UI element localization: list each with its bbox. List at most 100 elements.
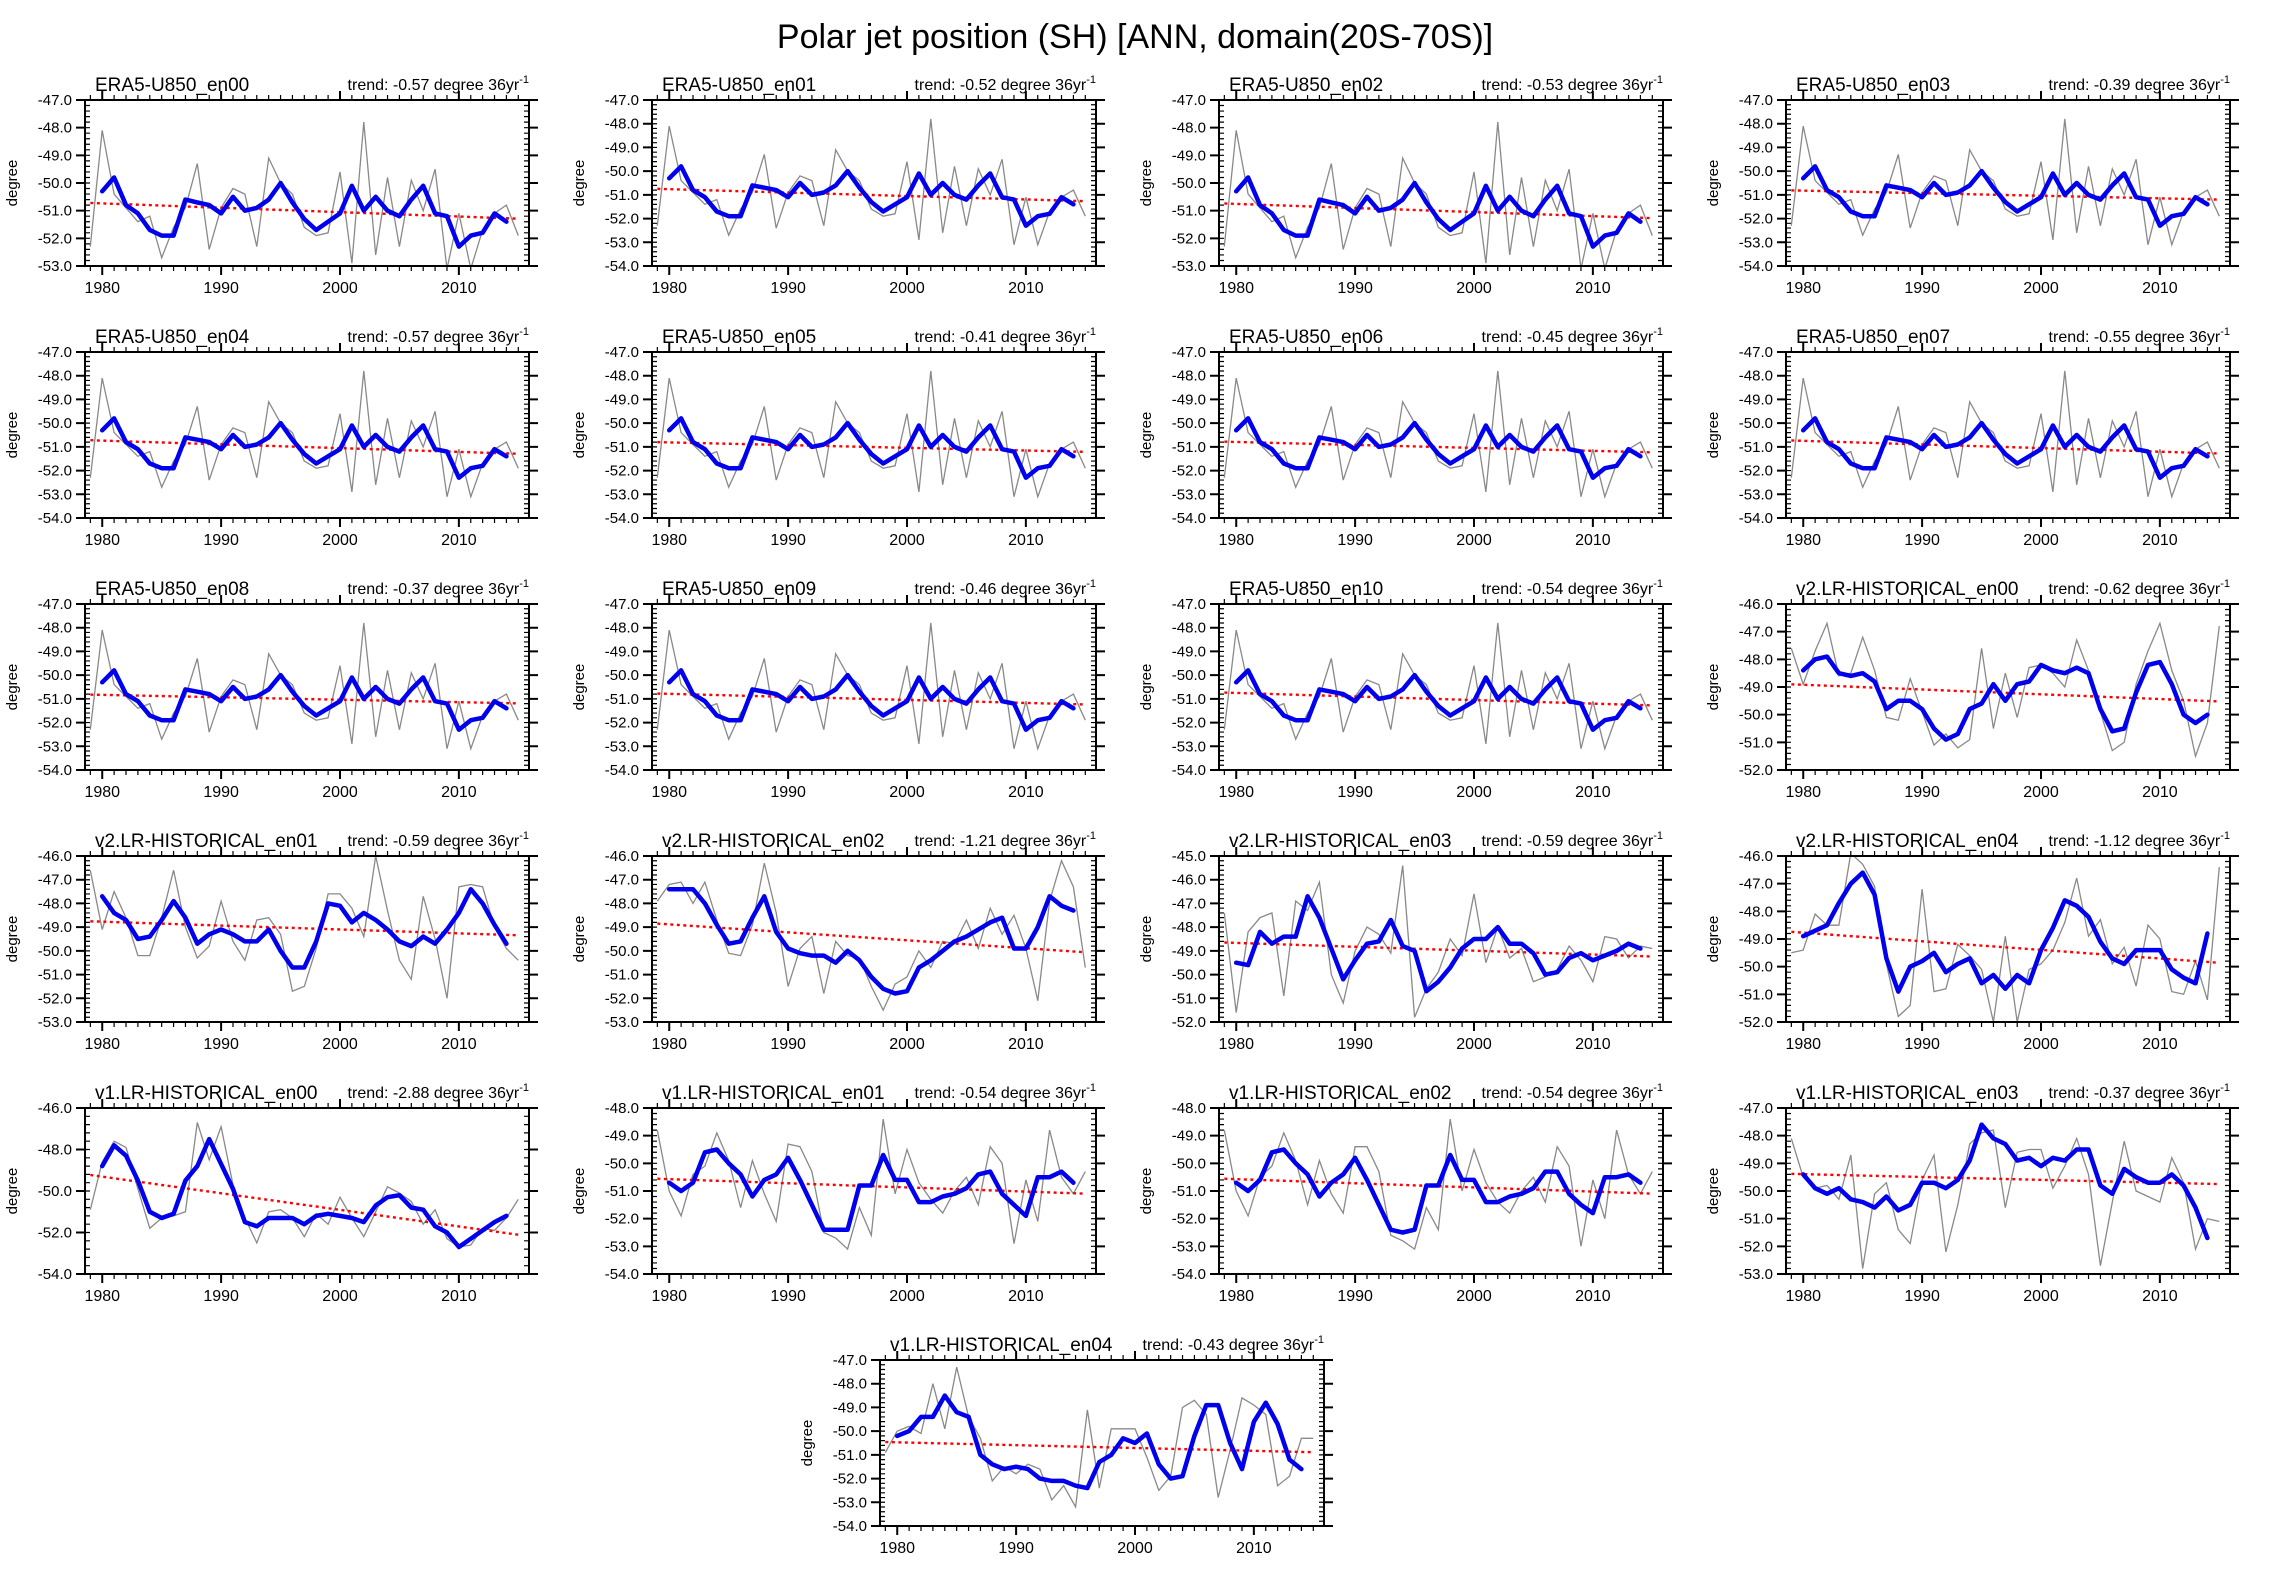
y-tick-label: -49.0 (1172, 943, 1206, 960)
x-tick-label: 1990 (998, 1540, 1034, 1557)
y-axis-label: degree (1705, 160, 1722, 207)
trend-label: trend: -0.62 degree 36yr-1 (2049, 578, 2230, 598)
annual-line (89, 622, 519, 751)
minor-ticks (1219, 95, 1663, 271)
annual-line (1790, 1129, 2220, 1269)
plot-frame (1785, 351, 2231, 519)
trend-label: trend: -0.54 degree 36yr-1 (1482, 578, 1663, 598)
panel-chart: ERA5-U850_en03 trend: -0.39 degree 36yr-1… (1705, 74, 2239, 297)
y-tick-label: -54.0 (605, 762, 639, 779)
trend-label: trend: -0.43 degree 36yr-1 (1142, 1334, 1323, 1354)
y-tick-label: -51.0 (38, 203, 72, 220)
x-tick-label: 1990 (1904, 532, 1940, 549)
smoothed-line (666, 416, 1076, 480)
y-tick-label: -54.0 (605, 258, 639, 275)
chart-panel: v2.LR-HISTORICAL_en02 trend: -1.21 degree… (568, 826, 1135, 1078)
plot-frame (651, 99, 1097, 267)
x-tick-label: 1980 (84, 1036, 120, 1053)
y-tick-label: -51.0 (605, 439, 639, 456)
minor-ticks (1219, 347, 1663, 523)
chart-panel: v2.LR-HISTORICAL_en03 trend: -0.59 degree… (1135, 826, 1702, 1078)
y-axis-label: degree (571, 916, 588, 963)
y-tick-label: -47.0 (1739, 1100, 1773, 1117)
y-tick-label: -51.0 (38, 439, 72, 456)
x-tick-label: 1990 (770, 784, 806, 801)
panel-chart: ERA5-U850_en08 trend: -0.37 degree 36yr-1… (4, 578, 538, 801)
y-tick-label: -50.0 (1172, 175, 1206, 192)
y-tick-label: -54.0 (832, 1518, 866, 1535)
x-tick-label: 2000 (1117, 1540, 1153, 1557)
minor-ticks (879, 1355, 1324, 1531)
panel-chart: ERA5-U850_en09 trend: -0.46 degree 36yr-1… (571, 578, 1105, 801)
x-tick-label: 1990 (770, 532, 806, 549)
y-axis-label: degree (571, 160, 588, 207)
y-tick-label: -48.0 (38, 1142, 72, 1159)
trend-label: trend: -0.59 degree 36yr-1 (1482, 830, 1663, 850)
x-tick-label: 1980 (879, 1540, 915, 1557)
x-tick-label: 1990 (1904, 1288, 1940, 1305)
major-ticks (643, 91, 1105, 275)
x-tick-label: 2010 (2142, 784, 2178, 801)
y-tick-label: -48.0 (605, 1100, 639, 1117)
y-tick-label: -52.0 (605, 1211, 639, 1228)
chart-panel: v1.LR-HISTORICAL_en00 trend: -2.88 degree… (1, 1078, 568, 1330)
x-tick-label: 2010 (2142, 532, 2178, 549)
annual-line (656, 858, 1086, 1012)
y-tick-label: -50.0 (38, 415, 72, 432)
y-tick-label: -49.0 (605, 139, 639, 156)
y-tick-label: -47.0 (1172, 895, 1206, 912)
plot-frame (651, 351, 1097, 519)
y-tick-label: -54.0 (1172, 1266, 1206, 1283)
y-tick-label: -47.0 (605, 596, 639, 613)
trend-label: trend: -0.57 degree 36yr-1 (348, 74, 529, 94)
x-tick-label: 2010 (441, 784, 477, 801)
panel-title: ERA5-U850_en05 (662, 327, 816, 348)
smoothed-line (99, 175, 509, 249)
minor-ticks (652, 1103, 1096, 1279)
y-tick-label: -46.0 (605, 848, 639, 865)
y-tick-label: -49.0 (605, 391, 639, 408)
x-tick-label: 1990 (203, 1036, 239, 1053)
smoothed-line (1233, 175, 1643, 249)
y-tick-label: -51.0 (1172, 439, 1206, 456)
y-tick-label: -48.0 (1172, 620, 1206, 637)
y-tick-label: -50.0 (1739, 959, 1773, 976)
y-tick-label: -47.0 (38, 596, 72, 613)
panel-chart: v1.LR-HISTORICAL_en04 trend: -0.43 degree… (799, 1334, 1333, 1557)
y-tick-label: -48.0 (1172, 919, 1206, 936)
plot-frame (878, 1359, 1325, 1527)
y-tick-label: -47.0 (38, 872, 72, 889)
major-ticks (1777, 595, 2239, 779)
y-tick-label: -51.0 (1739, 734, 1773, 751)
panel-title: ERA5-U850_en04 (95, 327, 250, 348)
y-tick-label: -49.0 (1172, 1128, 1206, 1145)
trend-label: trend: -0.54 degree 36yr-1 (915, 1082, 1096, 1102)
x-tick-label: 1980 (84, 1288, 120, 1305)
y-tick-label: -50.0 (38, 667, 72, 684)
y-axis-label: degree (1705, 664, 1722, 711)
major-ticks (870, 1351, 1333, 1535)
smoothed-line (894, 1393, 1304, 1491)
y-tick-label: -50.0 (38, 1183, 72, 1200)
chart-panel: ERA5-U850_en00 trend: -0.57 degree 36yr-1… (1, 70, 568, 322)
panel-title: v1.LR-HISTORICAL_en00 (95, 1083, 317, 1104)
y-tick-label: -52.0 (38, 715, 72, 732)
plot-frame (84, 351, 530, 519)
annual-line (1223, 370, 1653, 499)
y-tick-label: -48.0 (1172, 1100, 1206, 1117)
trend-line (90, 693, 519, 705)
y-tick-label: -48.0 (832, 1376, 866, 1393)
x-tick-label: 1990 (1337, 784, 1373, 801)
x-tick-label: 2010 (1008, 784, 1044, 801)
x-tick-label: 1980 (1785, 532, 1821, 549)
y-axis-label: degree (571, 1168, 588, 1215)
plot-frame (1785, 855, 2231, 1023)
panel-chart: ERA5-U850_en05 trend: -0.41 degree 36yr-1… (571, 326, 1105, 549)
smoothed-line (1233, 894, 1643, 994)
y-tick-label: -50.0 (1172, 667, 1206, 684)
y-tick-label: -50.0 (1739, 1183, 1773, 1200)
y-tick-label: -49.0 (1739, 1155, 1773, 1172)
x-tick-label: 2000 (1456, 1036, 1492, 1053)
y-tick-label: -52.0 (1739, 1238, 1773, 1255)
y-tick-label: -52.0 (832, 1471, 866, 1488)
